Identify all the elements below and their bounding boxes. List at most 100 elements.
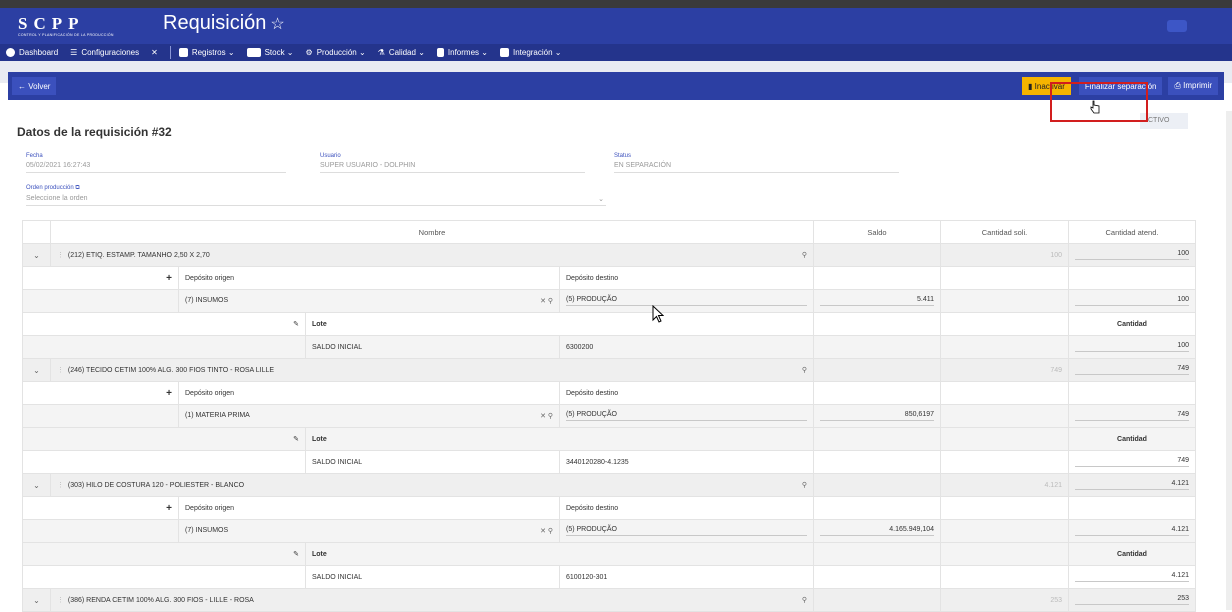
add-deposito-button[interactable]: + bbox=[22, 496, 179, 520]
cantidad-deposito[interactable]: 100 bbox=[1068, 289, 1196, 313]
drag-handle-icon[interactable]: ⋮ bbox=[57, 597, 68, 604]
destino-label: Depósito destino bbox=[559, 266, 814, 290]
orden-label: Orden producción bbox=[26, 185, 74, 191]
imprimir-button[interactable]: ⎙ Imprimir bbox=[1168, 77, 1218, 95]
cantidad-lote[interactable]: 100 bbox=[1068, 335, 1196, 359]
destino-value: (5) PRODUÇÃO bbox=[566, 296, 807, 306]
chevron-down-icon: ⌄ bbox=[33, 365, 40, 375]
origen-label: Depósito origen bbox=[178, 381, 560, 405]
nav-item-tools[interactable]: ✕ bbox=[151, 48, 158, 57]
origen-select[interactable]: (7) INSUMOS ✕ ⚲ bbox=[178, 289, 560, 313]
search-icon[interactable]: ⚲ bbox=[801, 482, 807, 489]
edit-lote-button[interactable]: ✎ bbox=[22, 427, 306, 451]
back-button[interactable]: ← Volver bbox=[12, 77, 57, 95]
status-value: EN SEPARACIÓN bbox=[614, 162, 899, 173]
nav-item-informes[interactable]: Informes ⌄ bbox=[436, 48, 488, 57]
edit-lote-button[interactable]: ✎ bbox=[22, 312, 306, 336]
table-row-lote-header: ✎ Lote Cantidad bbox=[22, 312, 1196, 336]
cantidad-atendida[interactable]: 100 bbox=[1068, 243, 1196, 267]
nav-label: Stock bbox=[264, 48, 285, 57]
nav-item-calidad[interactable]: ⚗ Calidad ⌄ bbox=[378, 48, 425, 57]
clear-search-icon[interactable]: ✕ ⚲ bbox=[540, 413, 553, 420]
star-icon[interactable]: ☆ bbox=[270, 16, 285, 33]
destino-select[interactable]: (5) PRODUÇÃO bbox=[559, 289, 814, 313]
page-title: Requisición ☆ bbox=[163, 12, 285, 35]
drag-handle-icon[interactable]: ⋮ bbox=[57, 252, 68, 259]
nav-item-stock[interactable]: Stock ⌄ bbox=[246, 48, 294, 57]
cantidad-lote[interactable]: 749 bbox=[1068, 450, 1196, 474]
product-name-cell: ⋮ (386) RENDA CETIM 100% ALG. 300 FIOS -… bbox=[50, 588, 814, 612]
expand-toggle[interactable]: ⌄ bbox=[22, 588, 51, 612]
cantidad-deposito[interactable]: 4.121 bbox=[1068, 519, 1196, 543]
page-scrollbar[interactable] bbox=[1226, 111, 1232, 610]
cantidad-lote-value: 749 bbox=[1075, 457, 1189, 467]
usuario-value: SUPER USUARIO - DOLPHIN bbox=[320, 162, 585, 173]
product-name: (212) ETIQ. ESTAMP. TAMANHO 2,50 X 2,70 bbox=[67, 252, 210, 259]
nav-item-integracion[interactable]: Integración ⌄ bbox=[499, 48, 562, 57]
cantidad-solicitada: 100 bbox=[940, 243, 1069, 267]
nav-item-dashboard[interactable]: Dashboard bbox=[6, 48, 58, 57]
header-nombre: Nombre bbox=[50, 220, 814, 244]
origen-value: (7) INSUMOS bbox=[185, 527, 229, 534]
finalizar-separacion-button[interactable]: Finalizar separación bbox=[1078, 77, 1163, 95]
user-avatar[interactable] bbox=[1167, 20, 1187, 32]
cantidad-label: Cantidad bbox=[1068, 312, 1196, 336]
search-icon[interactable]: ⚲ bbox=[801, 597, 807, 604]
cantidad-atendida[interactable]: 4.121 bbox=[1068, 473, 1196, 497]
chevron-down-icon: ⌄ bbox=[33, 480, 40, 490]
search-icon[interactable]: ⚲ bbox=[801, 252, 807, 259]
inactivar-button[interactable]: ▮ Inactivar bbox=[1022, 77, 1071, 95]
lote-code: 3440120280-4.1235 bbox=[559, 450, 814, 474]
app-logo[interactable]: SCPP CONTROL Y PLANIFICACIÓN DE LA PRODU… bbox=[18, 14, 114, 37]
cantidad-atendida-value: 4.121 bbox=[1075, 480, 1189, 490]
clear-search-icon[interactable]: ✕ ⚲ bbox=[540, 528, 553, 535]
register-icon bbox=[178, 48, 188, 57]
destino-select[interactable]: (5) PRODUÇÃO bbox=[559, 404, 814, 428]
gear-icon: ⚙ bbox=[305, 48, 313, 57]
cantidad-deposito-value: 4.121 bbox=[1075, 526, 1189, 536]
status-field: Status EN SEPARACIÓN bbox=[614, 153, 899, 173]
chevron-down-icon: ⌄ bbox=[33, 595, 40, 605]
page-title-text: Requisición bbox=[163, 12, 267, 34]
search-icon[interactable]: ⚲ bbox=[801, 367, 807, 374]
expand-toggle[interactable]: ⌄ bbox=[22, 243, 51, 267]
drag-handle-icon[interactable]: ⋮ bbox=[57, 482, 68, 489]
inactivar-label: Inactivar bbox=[1034, 81, 1065, 91]
origen-select[interactable]: (1) MATERIA PRIMA ✕ ⚲ bbox=[178, 404, 560, 428]
drag-handle-icon[interactable]: ⋮ bbox=[57, 367, 68, 374]
dashboard-icon bbox=[6, 48, 15, 57]
cantidad-deposito[interactable]: 749 bbox=[1068, 404, 1196, 428]
cantidad-deposito-value: 100 bbox=[1075, 296, 1189, 306]
clear-search-icon[interactable]: ✕ ⚲ bbox=[540, 298, 553, 305]
nav-item-produccion[interactable]: ⚙ Producción ⌄ bbox=[306, 48, 366, 57]
table-row-product: ⌄ ⋮ (246) TECIDO CETIM 100% ALG. 300 FIO… bbox=[22, 358, 1196, 382]
cantidad-deposito-value: 749 bbox=[1075, 411, 1189, 421]
chevron-down-icon: ⌄ bbox=[479, 48, 488, 57]
cantidad-atendida[interactable]: 253 bbox=[1068, 588, 1196, 612]
add-deposito-button[interactable]: + bbox=[22, 266, 179, 290]
origen-value: (1) MATERIA PRIMA bbox=[185, 412, 250, 419]
nav-item-configuraciones[interactable]: ☰ Configuraciones bbox=[70, 48, 139, 57]
toolbar-actions: ▮ Inactivar Finalizar separación ⎙ Impri… bbox=[1022, 77, 1218, 95]
sliders-icon: ☰ bbox=[70, 48, 78, 57]
orden-select[interactable]: Seleccione la orden ⌄ bbox=[26, 195, 606, 206]
external-link-icon[interactable]: ⧉ bbox=[73, 185, 80, 191]
chevron-down-icon: ⌄ bbox=[598, 196, 604, 203]
expand-toggle[interactable]: ⌄ bbox=[22, 473, 51, 497]
nav-item-registros[interactable]: Registros ⌄ bbox=[178, 48, 235, 57]
cantidad-atendida[interactable]: 749 bbox=[1068, 358, 1196, 382]
destino-select[interactable]: (5) PRODUÇÃO bbox=[559, 519, 814, 543]
logo-subtitle: CONTROL Y PLANIFICACIÓN DE LA PRODUCCIÓN bbox=[18, 33, 114, 37]
saldo-text: 850,6197 bbox=[820, 411, 934, 421]
add-deposito-button[interactable]: + bbox=[22, 381, 179, 405]
lote-value: SALDO INICIAL bbox=[305, 450, 560, 474]
edit-lote-button[interactable]: ✎ bbox=[22, 542, 306, 566]
lote-label: Lote bbox=[305, 542, 814, 566]
orden-placeholder: Seleccione la orden bbox=[26, 195, 88, 202]
cantidad-lote[interactable]: 4.121 bbox=[1068, 565, 1196, 589]
product-name-cell: ⋮ (212) ETIQ. ESTAMP. TAMANHO 2,50 X 2,7… bbox=[50, 243, 814, 267]
arrow-left-icon: ← bbox=[18, 81, 29, 91]
items-table: Nombre Saldo Cantidad soli. Cantidad ate… bbox=[22, 220, 1196, 612]
expand-toggle[interactable]: ⌄ bbox=[22, 358, 51, 382]
origen-select[interactable]: (7) INSUMOS ✕ ⚲ bbox=[178, 519, 560, 543]
